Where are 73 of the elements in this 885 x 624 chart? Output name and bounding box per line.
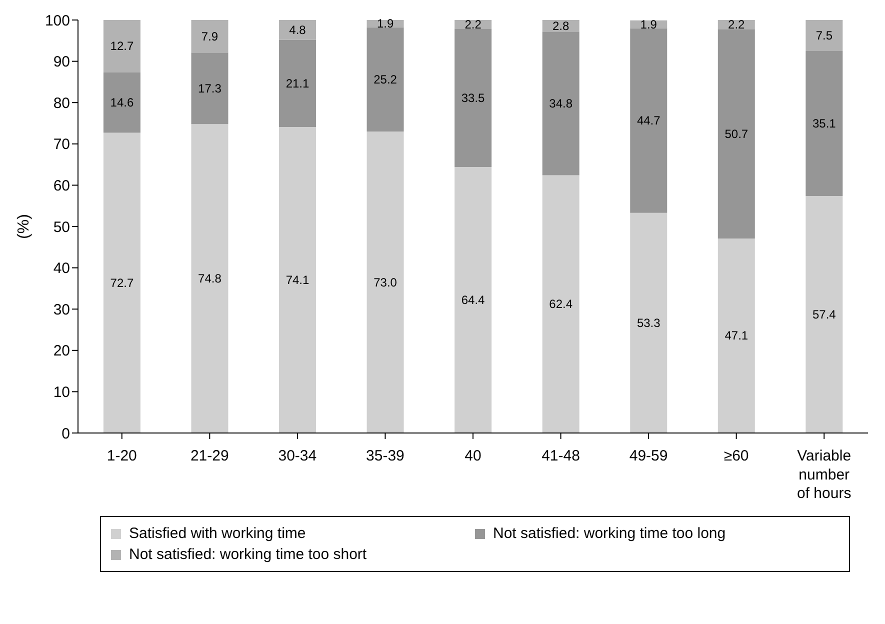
bar xyxy=(630,212,668,433)
bar xyxy=(103,72,140,133)
bar xyxy=(806,50,843,196)
data-label: 47.1 xyxy=(724,328,748,343)
legend-label: Satisfied with working time xyxy=(129,525,306,542)
bar xyxy=(279,40,316,127)
bar xyxy=(366,27,404,132)
legend-label: Not satisfied: working time too long xyxy=(493,525,726,542)
bar xyxy=(454,28,492,168)
bar xyxy=(542,32,580,176)
y-tick-label: 30 xyxy=(53,301,70,318)
data-label: 50.7 xyxy=(724,126,748,141)
x-tick-label: 41-48 xyxy=(542,448,580,464)
data-label: 57.4 xyxy=(812,307,836,322)
data-label: 2.2 xyxy=(728,18,746,32)
y-tick-label: 40 xyxy=(53,260,70,278)
data-label: 64.4 xyxy=(461,293,486,308)
data-label: 53.3 xyxy=(636,316,661,330)
data-label: 4.8 xyxy=(289,22,306,37)
x-tick-label: 40 xyxy=(464,448,482,464)
data-label: 44.7 xyxy=(636,114,661,128)
bar xyxy=(191,52,228,124)
x-tick-label: ≥60 xyxy=(724,448,749,464)
bar xyxy=(806,196,843,433)
y-axis-title: (%) xyxy=(16,214,33,239)
bar xyxy=(279,126,316,433)
y-tick-label: 50 xyxy=(53,218,70,236)
y-tick-label: 80 xyxy=(53,94,70,112)
y-tick-label: 10 xyxy=(53,384,70,402)
data-label: 33.5 xyxy=(461,90,486,105)
data-label: 74.8 xyxy=(198,272,222,286)
y-tick-label: 0 xyxy=(62,425,70,442)
data-label: 25.2 xyxy=(374,72,398,86)
bar xyxy=(103,132,140,433)
data-label: 73.0 xyxy=(374,275,398,290)
data-label: 34.8 xyxy=(549,96,573,110)
data-label: 72.7 xyxy=(110,276,134,290)
x-tick-label: 35-39 xyxy=(366,448,404,464)
y-tick-label: 90 xyxy=(53,54,70,71)
data-label: 21.1 xyxy=(286,76,310,90)
x-tick-label: 1-20 xyxy=(106,448,137,464)
bar xyxy=(279,20,316,40)
data-label: 2.2 xyxy=(464,17,482,32)
data-label: 12.7 xyxy=(110,39,134,54)
data-label: 7.9 xyxy=(201,29,218,44)
x-tick-label: Variable number of hours xyxy=(797,448,852,502)
bar xyxy=(191,20,228,53)
data-label: 7.5 xyxy=(816,28,833,42)
legend-label: Not satisfied: working time too short xyxy=(129,546,367,563)
bar xyxy=(366,132,404,433)
x-tick-label: 21-29 xyxy=(190,448,229,464)
bar xyxy=(454,167,492,433)
y-tick-label: 70 xyxy=(53,136,70,154)
bar xyxy=(718,29,755,238)
data-label: 74.1 xyxy=(286,272,310,287)
data-label: 1.9 xyxy=(640,17,658,32)
data-label: 35.1 xyxy=(812,116,836,130)
y-tick-label: 60 xyxy=(53,178,70,195)
bar xyxy=(630,28,668,213)
bar xyxy=(718,238,755,433)
data-label: 17.3 xyxy=(198,81,222,96)
bar xyxy=(542,175,580,433)
data-label: 62.4 xyxy=(549,297,573,312)
y-tick-label: 100 xyxy=(44,12,70,30)
bar xyxy=(191,124,228,433)
data-label: 14.6 xyxy=(110,96,134,110)
data-label: 2.8 xyxy=(552,18,570,33)
bar xyxy=(103,20,140,72)
x-tick-label: 49-59 xyxy=(629,448,668,464)
x-tick-label: 30-34 xyxy=(278,448,317,464)
bar xyxy=(806,20,843,51)
y-tick-label: 20 xyxy=(53,342,70,360)
data-label: 1.9 xyxy=(376,16,394,31)
